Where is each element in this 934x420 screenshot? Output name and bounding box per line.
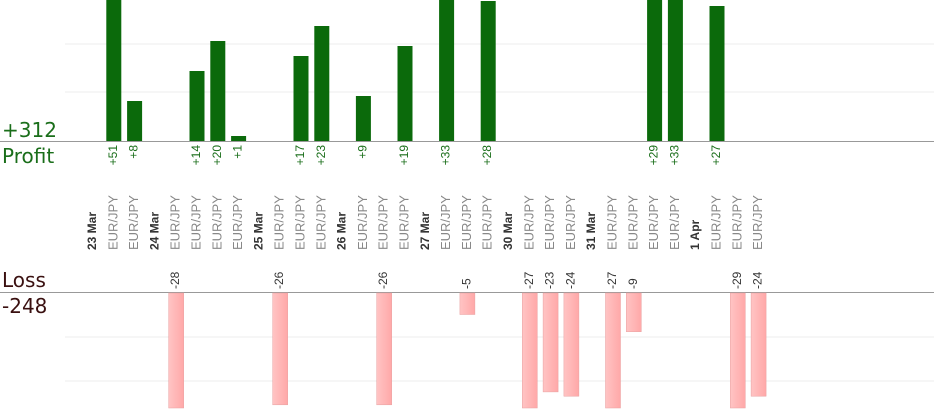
pair-label: EUR/JPY <box>625 195 640 250</box>
profit-value-label: +23 <box>314 145 328 166</box>
pair-label: EUR/JPY <box>729 195 744 250</box>
profit-bar <box>397 46 413 141</box>
profit-value-label: +51 <box>106 145 120 166</box>
profit-value-label: +28 <box>480 145 494 166</box>
profit-value-label: +19 <box>397 145 411 166</box>
profit-value-label: +8 <box>127 145 141 159</box>
pair-label: EUR/JPY <box>667 195 682 250</box>
pair-label: EUR/JPY <box>376 195 391 250</box>
pair-label: EUR/JPY <box>605 195 620 250</box>
profit-value-label: +17 <box>293 145 307 166</box>
pair-label: EUR/JPY <box>189 195 204 250</box>
loss-bar <box>459 292 476 315</box>
loss-bar <box>730 292 746 409</box>
loss-bar <box>750 292 767 397</box>
loss-bar <box>626 292 642 332</box>
profit-value-label: +20 <box>210 145 224 166</box>
pair-label: EUR/JPY <box>521 195 536 250</box>
date-label: 30 Mar <box>501 212 515 250</box>
loss-total: -248 <box>2 294 48 318</box>
profit-value-label: +14 <box>189 145 203 166</box>
pair-label: EUR/JPY <box>230 195 245 250</box>
loss-value-label: -29 <box>730 271 744 289</box>
loss-value-label: -23 <box>543 271 557 289</box>
pair-label: EUR/JPY <box>397 195 412 250</box>
loss-value-label: -26 <box>272 271 286 289</box>
loss-value-label: -27 <box>605 271 619 289</box>
loss-bar <box>605 292 621 409</box>
profit-bar <box>480 1 496 141</box>
pair-label: EUR/JPY <box>355 195 370 250</box>
loss-bar <box>376 292 392 406</box>
loss-bar <box>272 292 288 406</box>
profit-value-label: +9 <box>355 145 369 159</box>
date-label: 27 Mar <box>418 212 432 250</box>
profit-value-label: +33 <box>667 145 681 166</box>
pair-label: EUR/JPY <box>750 195 765 250</box>
date-label: 23 Mar <box>85 212 99 250</box>
loss-value-label: -24 <box>563 271 577 289</box>
pair-label: EUR/JPY <box>105 195 120 250</box>
loss-bar <box>563 292 580 397</box>
pair-label: EUR/JPY <box>563 195 578 250</box>
loss-bar <box>168 292 184 409</box>
profit-bar <box>127 101 143 141</box>
pair-label: EUR/JPY <box>126 195 141 250</box>
pair-label: EUR/JPY <box>438 195 453 250</box>
profit-bar <box>355 96 371 141</box>
pair-label: EUR/JPY <box>542 195 557 250</box>
loss-label: Loss <box>2 268 46 292</box>
profit-value-label: +33 <box>439 145 453 166</box>
profit-label: Profit <box>2 144 55 168</box>
pair-label: EUR/JPY <box>209 195 224 250</box>
loss-value-label: -28 <box>168 271 182 289</box>
loss-bar <box>542 292 559 393</box>
loss-bar <box>522 292 538 409</box>
date-label: 24 Mar <box>147 212 161 250</box>
profit-bar <box>314 26 330 141</box>
pair-label: EUR/JPY <box>313 195 328 250</box>
profit-total: +312 <box>2 118 57 142</box>
loss-value-label: -9 <box>626 278 640 289</box>
profit-bar <box>667 0 683 141</box>
pair-label: EUR/JPY <box>272 195 287 250</box>
pair-label: EUR/JPY <box>646 195 661 250</box>
profit-value-label: +27 <box>709 145 723 166</box>
date-label: 1 Apr <box>688 219 702 250</box>
loss-value-label: -26 <box>376 271 390 289</box>
pair-label: EUR/JPY <box>293 195 308 250</box>
profit-bar <box>647 0 663 141</box>
profit-bar <box>231 136 247 141</box>
profit-bar <box>189 71 205 141</box>
date-label: 25 Mar <box>251 212 265 250</box>
profit-value-label: +1 <box>231 145 245 159</box>
profit-value-label: +29 <box>647 145 661 166</box>
profit-bar <box>210 41 226 141</box>
loss-value-label: -27 <box>522 271 536 289</box>
loss-value-label: -24 <box>751 271 765 289</box>
date-label: 31 Mar <box>584 212 598 250</box>
profit-bar <box>106 0 122 141</box>
pair-label: EUR/JPY <box>709 195 724 250</box>
pair-label: EUR/JPY <box>459 195 474 250</box>
pair-label: EUR/JPY <box>168 195 183 250</box>
profit-bar <box>709 6 725 141</box>
profit-bar <box>293 56 309 141</box>
profit-bar <box>439 0 455 141</box>
date-label: 26 Mar <box>335 212 349 250</box>
pair-label: EUR/JPY <box>480 195 495 250</box>
loss-value-label: -5 <box>459 278 473 289</box>
